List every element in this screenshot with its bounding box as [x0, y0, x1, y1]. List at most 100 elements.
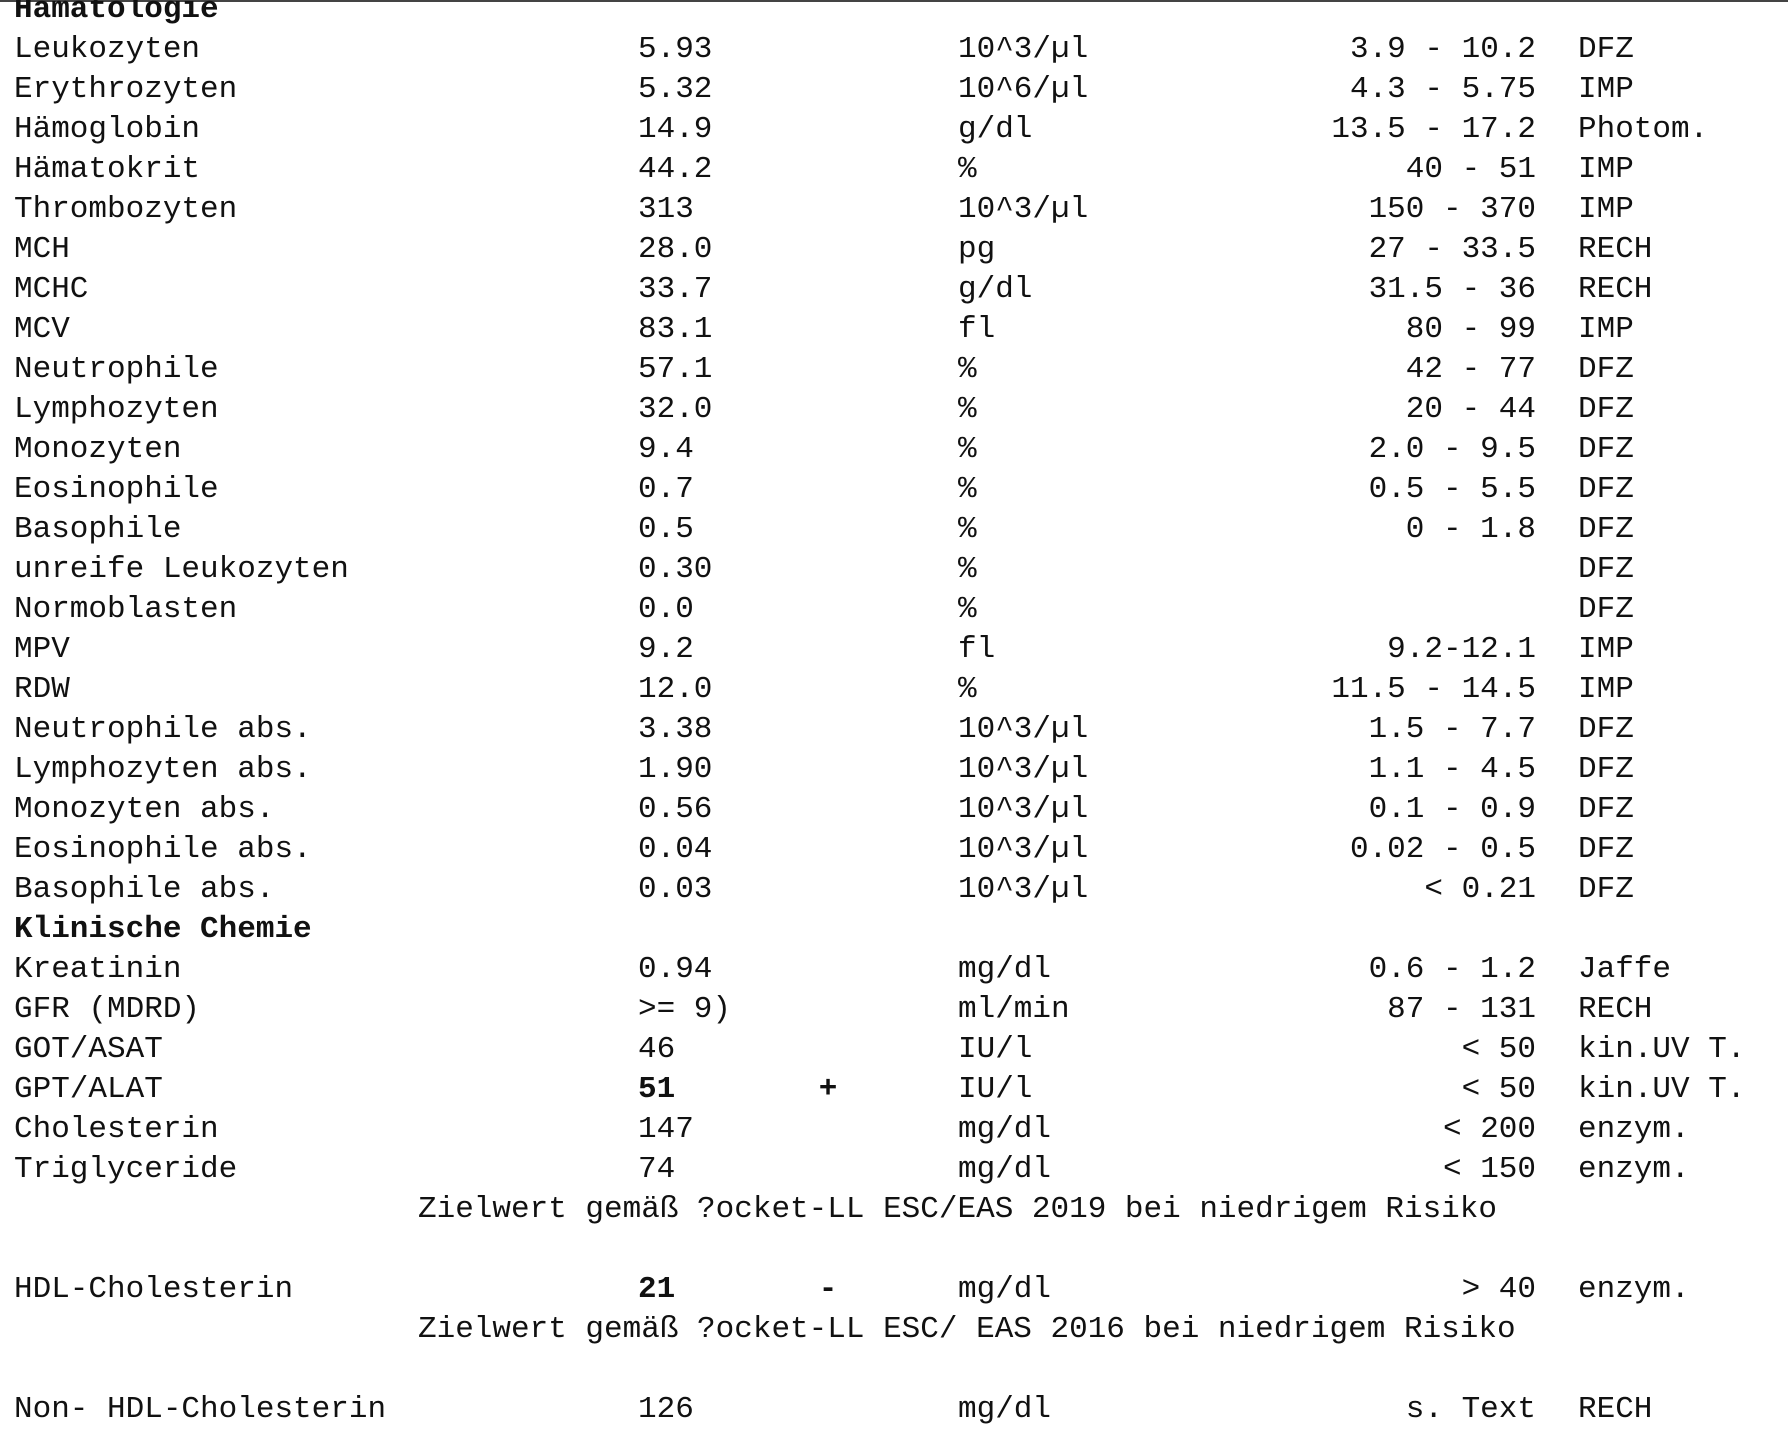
reference-range: 1.1 - 4.5: [1368, 752, 1536, 787]
test-name: Monozyten abs.: [14, 792, 275, 827]
unit: IU/l: [958, 1072, 1033, 1107]
unit: mg/dl: [958, 1152, 1052, 1187]
unit: g/dl: [958, 272, 1033, 307]
reference-range: 13.5 - 17.2: [1331, 112, 1536, 147]
method: DFZ: [1578, 872, 1634, 907]
unit: 10^3/µl: [958, 752, 1089, 787]
test-value: 5.32: [638, 72, 713, 107]
test-name: Cholesterin: [14, 1112, 219, 1147]
test-name: Hämoglobin: [14, 112, 201, 147]
reference-range: < 0.21: [1424, 872, 1536, 907]
test-value: 28.0: [638, 232, 713, 267]
unit: mg/dl: [958, 1392, 1052, 1427]
test-name: RDW: [14, 672, 70, 707]
test-value: 0.5: [638, 512, 694, 547]
reference-range: 0.1 - 0.9: [1368, 792, 1536, 827]
method: DFZ: [1578, 552, 1634, 587]
unit: fl: [958, 632, 996, 667]
test-value: 313: [638, 192, 694, 227]
test-value: 74: [638, 1152, 676, 1187]
test-name: Normoblasten: [14, 592, 238, 627]
test-name: HDL-Cholesterin: [14, 1272, 294, 1307]
unit: mg/dl: [958, 952, 1052, 987]
reference-range: < 200: [1442, 1112, 1536, 1147]
test-value: 3.38: [638, 712, 713, 747]
top-rule: [0, 0, 1788, 2]
note: Zielwert gemäß ?ocket-LL ESC/ EAS 2016 b…: [418, 1312, 1516, 1347]
test-value: 46: [638, 1032, 676, 1067]
test-name: Lymphozyten abs.: [14, 752, 312, 787]
test-value: 12.0: [638, 672, 713, 707]
reference-range: 87 - 131: [1387, 992, 1536, 1027]
test-value: 0.30: [638, 552, 713, 587]
test-value: 0.03: [638, 872, 713, 907]
reference-range: 0 - 1.8: [1405, 512, 1536, 547]
test-name: Neutrophile abs.: [14, 712, 312, 747]
test-value: 83.1: [638, 312, 713, 347]
method: IMP: [1578, 312, 1634, 347]
reference-range: 27 - 33.5: [1368, 232, 1536, 267]
unit: 10^6/µl: [958, 72, 1089, 107]
unit: 10^3/µl: [958, 792, 1089, 827]
test-name: MCV: [14, 312, 70, 347]
test-value: 21: [638, 1272, 676, 1307]
method: DFZ: [1578, 352, 1634, 387]
reference-range: < 50: [1461, 1032, 1536, 1067]
test-value: 0.94: [638, 952, 713, 987]
unit: mg/dl: [958, 1272, 1052, 1307]
unit: 10^3/µl: [958, 32, 1089, 67]
test-name: Eosinophile abs.: [14, 832, 312, 867]
method: DFZ: [1578, 512, 1634, 547]
test-name: Leukozyten: [14, 32, 201, 67]
test-value: 1.90: [638, 752, 713, 787]
section-title: Klinische Chemie: [14, 912, 312, 947]
reference-range: < 150: [1442, 1152, 1536, 1187]
test-value: 9.2: [638, 632, 694, 667]
test-name: Hämatokrit: [14, 152, 201, 187]
unit: %: [958, 432, 977, 467]
note: Zielwert gemäß ?ocket-LL ESC/EAS 2019 be…: [418, 1192, 1497, 1227]
method: kin.UV T.: [1578, 1032, 1746, 1067]
reference-range: 0.6 - 1.2: [1368, 952, 1536, 987]
test-value: 147: [638, 1112, 694, 1147]
unit: 10^3/µl: [958, 832, 1089, 867]
test-name: MCHC: [14, 272, 89, 307]
test-value: 9.4: [638, 432, 694, 467]
test-name: GPT/ALAT: [14, 1072, 163, 1107]
test-name: Basophile: [14, 512, 182, 547]
test-name: GFR (MDRD): [14, 992, 201, 1027]
test-value: 32.0: [638, 392, 713, 427]
reference-range: < 50: [1461, 1072, 1536, 1107]
test-name: Monozyten: [14, 432, 182, 467]
reference-range: 40 - 51: [1405, 152, 1536, 187]
unit: mg/dl: [958, 1112, 1052, 1147]
test-name: Basophile abs.: [14, 872, 275, 907]
reference-range: 20 - 44: [1405, 392, 1536, 427]
test-name: MCH: [14, 232, 70, 267]
test-value: 14.9: [638, 112, 713, 147]
method: RECH: [1578, 272, 1653, 307]
method: RECH: [1578, 992, 1653, 1027]
unit: %: [958, 592, 977, 627]
unit: IU/l: [958, 1032, 1033, 1067]
flag: +: [818, 1072, 838, 1107]
method: DFZ: [1578, 392, 1634, 427]
unit: pg: [958, 232, 996, 267]
method: DFZ: [1578, 472, 1634, 507]
unit: g/dl: [958, 112, 1033, 147]
reference-range: 4.3 - 5.75: [1349, 72, 1536, 107]
unit: fl: [958, 312, 996, 347]
reference-range: 31.5 - 36: [1368, 272, 1536, 307]
reference-range: 80 - 99: [1405, 312, 1536, 347]
reference-range: > 40: [1461, 1272, 1536, 1307]
section-title: Hämatologie: [14, 0, 219, 27]
test-value: >= 9): [638, 992, 732, 1027]
method: Photom.: [1578, 112, 1709, 147]
method: RECH: [1578, 1392, 1653, 1427]
method: IMP: [1578, 632, 1634, 667]
method: Jaffe: [1578, 952, 1672, 987]
test-value: 0.56: [638, 792, 713, 827]
method: DFZ: [1578, 592, 1634, 627]
unit: ml/min: [958, 992, 1070, 1027]
